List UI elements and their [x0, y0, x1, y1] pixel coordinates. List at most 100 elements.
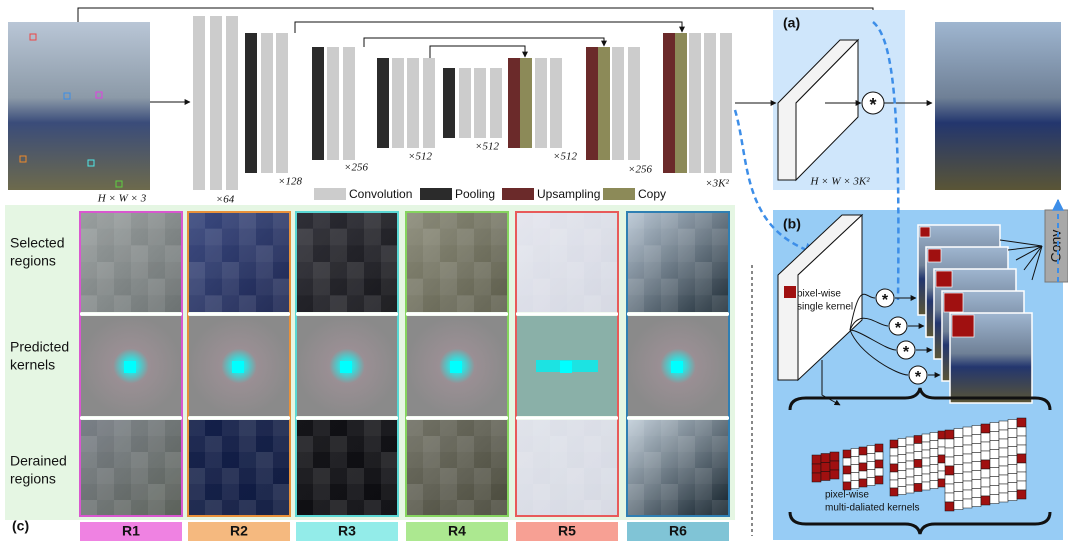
pixel [256, 484, 273, 500]
input-image [8, 22, 150, 190]
kernel-thumb [936, 271, 952, 287]
pixel [256, 245, 273, 262]
conv-op-star: * [895, 320, 902, 337]
kernel-center [124, 361, 136, 373]
pixel [80, 279, 97, 296]
kernel-cell [821, 472, 830, 481]
pixel [695, 212, 712, 229]
pixel [661, 484, 678, 500]
pixel [440, 262, 457, 279]
pixel [644, 484, 661, 500]
kernel-cell [821, 454, 830, 463]
pixel [601, 279, 618, 296]
pixel [296, 452, 313, 468]
pixel [188, 212, 205, 229]
kernel-center [671, 361, 683, 373]
pixel [678, 452, 695, 468]
channel-label: ×64 [216, 194, 235, 206]
kernel-cell [875, 476, 883, 484]
kernel-cell [875, 460, 883, 468]
region-label: R1 [122, 523, 140, 539]
pixel [222, 295, 239, 312]
pixel [516, 262, 533, 279]
kernel-cell [990, 441, 999, 450]
pixel [516, 468, 533, 484]
kernel-cell [1008, 447, 1017, 456]
kernel-cell [859, 463, 867, 471]
pixel [457, 262, 474, 279]
legend-swatch [420, 188, 452, 200]
kernel-cell [981, 469, 990, 478]
pixel [491, 262, 508, 279]
pixel [256, 279, 273, 296]
kernel-cell [922, 434, 930, 442]
pixel [273, 420, 290, 436]
kernel-cell [922, 458, 930, 466]
pixel [364, 262, 381, 279]
kernel-cell [990, 450, 999, 459]
kernel-cell [963, 499, 972, 508]
pixel [381, 245, 398, 262]
pixel [712, 279, 729, 296]
pixel [205, 468, 222, 484]
kernel-cell [972, 498, 981, 507]
pixel [627, 420, 644, 436]
kernel-cell [945, 466, 954, 475]
pixel [296, 279, 313, 296]
legend-label: Convolution [349, 187, 412, 201]
pixel [661, 452, 678, 468]
pixel [188, 500, 205, 516]
multi-kernel-label: pixel-wise [825, 490, 869, 501]
kernel-cell [875, 468, 883, 476]
kernel-cell [990, 477, 999, 486]
kernel-cell [843, 458, 851, 466]
pixel [131, 468, 148, 484]
layer-block [490, 68, 502, 138]
pixel [661, 212, 678, 229]
conv-op-star: * [882, 292, 889, 309]
pixel [406, 436, 423, 452]
kernel-cell [859, 447, 867, 455]
layer-block [261, 33, 273, 173]
kernel-thumb [928, 249, 941, 262]
pixel [188, 420, 205, 436]
pixel [239, 212, 256, 229]
pixel [381, 452, 398, 468]
kernel-cell [906, 469, 914, 477]
pixel [256, 262, 273, 279]
pixel [627, 295, 644, 312]
layer-block [689, 33, 701, 173]
pixel [712, 452, 729, 468]
pixel [601, 436, 618, 452]
pixel [423, 468, 440, 484]
pixel [457, 436, 474, 452]
pixel [516, 245, 533, 262]
kernel-cell [906, 485, 914, 493]
pixel [114, 212, 131, 229]
kernel-cell [963, 472, 972, 481]
pixel [131, 212, 148, 229]
pixel [222, 468, 239, 484]
pixel [313, 229, 330, 246]
row-label: Selected [10, 235, 64, 251]
region-label: R5 [558, 523, 576, 539]
pixel [567, 212, 584, 229]
kernel-cell [843, 474, 851, 482]
kernel-cell [1017, 454, 1026, 463]
pixel [205, 245, 222, 262]
pixel [491, 468, 508, 484]
pixel [423, 229, 440, 246]
pixel [239, 229, 256, 246]
pixel [474, 212, 491, 229]
pixel [567, 452, 584, 468]
kernel-cell [830, 452, 839, 461]
kernel-cell [1008, 474, 1017, 483]
pixel [273, 436, 290, 452]
kernel-cell [930, 433, 938, 441]
pixel [364, 500, 381, 516]
kernel-cell [999, 439, 1008, 448]
decoration [430, 46, 525, 58]
pixel [188, 245, 205, 262]
pixel [712, 245, 729, 262]
pixel [330, 436, 347, 452]
